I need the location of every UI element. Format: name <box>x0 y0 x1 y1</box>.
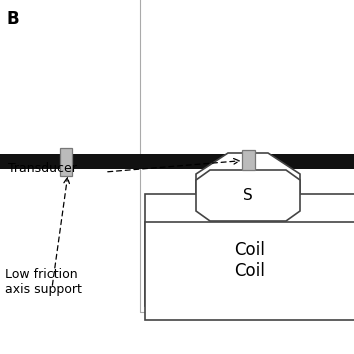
Polygon shape <box>196 153 300 192</box>
Bar <box>140 0 354 312</box>
Text: N: N <box>242 154 254 169</box>
Text: Transducer: Transducer <box>8 161 77 175</box>
Bar <box>145 222 354 320</box>
Bar <box>60 148 72 176</box>
Bar <box>145 194 354 306</box>
Bar <box>0 154 354 169</box>
Text: S: S <box>243 188 253 203</box>
Bar <box>241 149 255 170</box>
Text: Coil: Coil <box>234 262 265 280</box>
Polygon shape <box>196 170 300 221</box>
Text: Coil: Coil <box>234 241 265 259</box>
Text: B: B <box>6 10 19 28</box>
Text: Low friction
axis support: Low friction axis support <box>5 268 82 296</box>
